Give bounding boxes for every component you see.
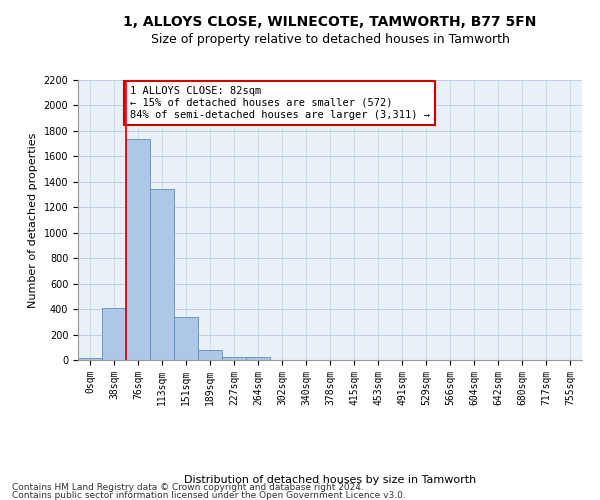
Bar (78, 358, 102, 360)
Bar (222, 357, 246, 360)
Bar (174, 316, 198, 360)
Text: Distribution of detached houses by size in Tamworth: Distribution of detached houses by size … (184, 475, 476, 485)
Y-axis label: Number of detached properties: Number of detached properties (28, 132, 38, 308)
Text: Contains public sector information licensed under the Open Government Licence v3: Contains public sector information licen… (12, 490, 406, 500)
Bar (126, 138, 150, 360)
Bar (150, 190, 174, 360)
Text: 1 ALLOYS CLOSE: 82sqm
← 15% of detached houses are smaller (572)
84% of semi-det: 1 ALLOYS CLOSE: 82sqm ← 15% of detached … (130, 86, 430, 120)
Bar (246, 358, 270, 360)
Bar (102, 308, 126, 360)
Bar (198, 350, 222, 360)
Text: 1, ALLOYS CLOSE, WILNECOTE, TAMWORTH, B77 5FN: 1, ALLOYS CLOSE, WILNECOTE, TAMWORTH, B7… (124, 15, 536, 29)
Text: Contains HM Land Registry data © Crown copyright and database right 2024.: Contains HM Land Registry data © Crown c… (12, 483, 364, 492)
Text: Size of property relative to detached houses in Tamworth: Size of property relative to detached ho… (151, 32, 509, 46)
